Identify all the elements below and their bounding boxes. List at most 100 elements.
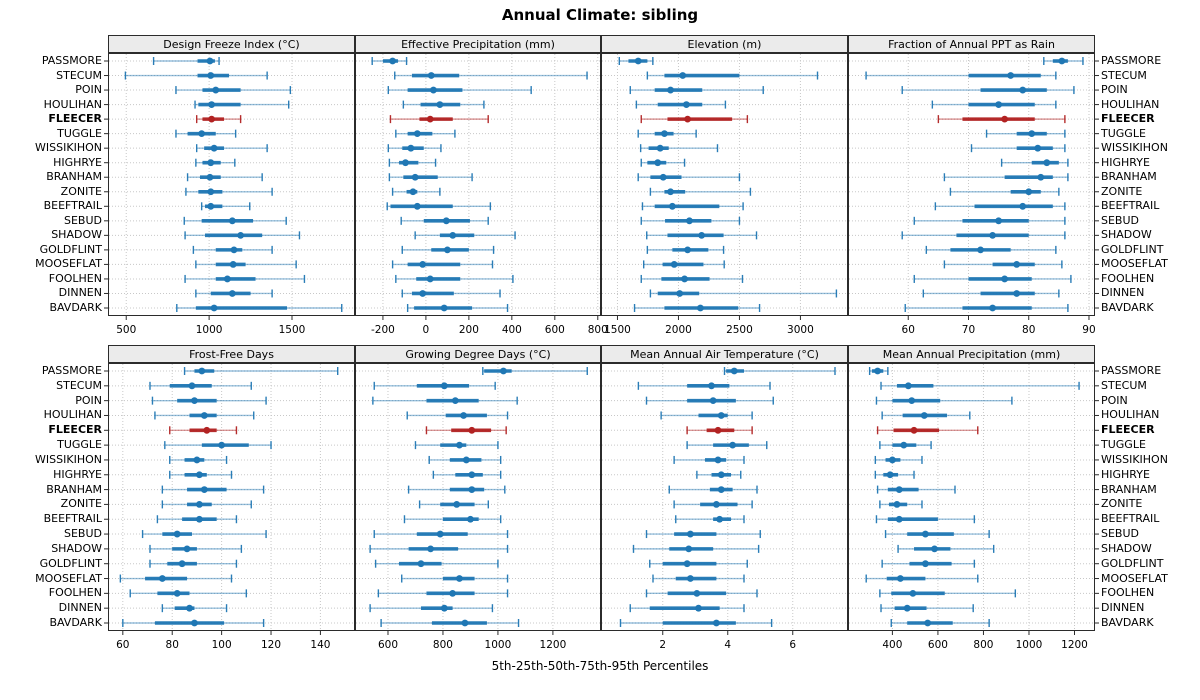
station-label-right-houlihan: HOULIHAN bbox=[1101, 408, 1160, 422]
percentile-row-dinnen bbox=[401, 289, 501, 298]
median-dot bbox=[440, 382, 448, 390]
percentiles-caption: 5th-25th-50th-75th-95th Percentiles bbox=[491, 659, 709, 673]
percentile-row-passmore bbox=[152, 57, 220, 65]
percentile-row-beeftrail bbox=[403, 515, 502, 524]
median-dot bbox=[461, 619, 469, 627]
percentile-row-wissikihon bbox=[874, 455, 923, 464]
axis-tick-label: 120 bbox=[261, 639, 281, 651]
percentile-row-goldflint bbox=[374, 559, 499, 568]
percentile-row-bavdark bbox=[633, 304, 761, 312]
median-dot bbox=[500, 367, 507, 375]
percentile-row-zonite bbox=[418, 500, 490, 509]
percentile-row-goldflint bbox=[646, 245, 725, 254]
median-dot bbox=[407, 144, 415, 152]
percentile-row-tuggle bbox=[637, 129, 697, 138]
percentile-row-highrye bbox=[195, 158, 236, 167]
percentile-row-fleecer bbox=[389, 115, 489, 124]
percentile-row-mooseflat bbox=[943, 260, 1063, 269]
axis-tick-label: 800 bbox=[433, 639, 453, 651]
panel-growing-degree-days-c: Growing Degree Days (°C) 600 800 1000 1200 bbox=[355, 345, 601, 651]
station-label-right-mooseflat: MOOSEFLAT bbox=[1101, 571, 1168, 585]
percentile-row-tuggle bbox=[175, 129, 237, 138]
percentile-row-beeftrail bbox=[200, 202, 251, 211]
percentile-row-foolhen bbox=[129, 589, 248, 598]
station-label-left-bavdark: BAVDARK bbox=[49, 616, 102, 629]
panel-body bbox=[848, 53, 1095, 316]
axis-tick-label: 1000 bbox=[485, 639, 512, 651]
station-label-right-shadow: SHADOW bbox=[1101, 541, 1152, 555]
median-dot bbox=[683, 560, 691, 568]
median-dot bbox=[468, 486, 476, 493]
percentile-row-bavdark bbox=[176, 304, 343, 312]
panel-mean-annual-precipitation-mm: Mean Annual Precipitation (mm) 400 600 800 1… bbox=[848, 345, 1099, 651]
station-label-left-poin: POIN bbox=[75, 83, 102, 97]
station-label-left-goldflint: GOLDFLINT bbox=[39, 556, 102, 570]
percentile-row-bavdark bbox=[619, 619, 773, 627]
percentile-row-bavdark bbox=[122, 619, 265, 627]
median-dot bbox=[676, 290, 684, 297]
percentile-row-dinnen bbox=[629, 604, 745, 613]
station-label-right-goldflint: GOLDFLINT bbox=[1101, 556, 1164, 570]
median-dot bbox=[440, 604, 448, 612]
median-dot bbox=[200, 412, 208, 419]
median-dot bbox=[389, 57, 396, 65]
percentile-row-highrye bbox=[169, 470, 233, 479]
station-label-right-branham: BRANHAM bbox=[1101, 482, 1157, 496]
station-label-right-fleecer: FLEECER bbox=[1101, 423, 1155, 437]
percentile-row-goldflint bbox=[881, 559, 976, 568]
station-label-left-poin: POIN bbox=[75, 393, 102, 407]
median-dot bbox=[449, 231, 457, 239]
median-dot bbox=[200, 486, 208, 493]
median-dot bbox=[977, 246, 984, 254]
station-label-right-dinnen: DINNEN bbox=[1101, 601, 1145, 615]
panel-title: Effective Precipitation (mm) bbox=[401, 38, 555, 51]
percentile-row-foolhen bbox=[395, 274, 514, 283]
station-label-right-stecum: STECUM bbox=[1101, 68, 1147, 82]
percentile-row-sebud bbox=[884, 530, 990, 539]
median-dot bbox=[208, 115, 216, 123]
median-dot bbox=[667, 188, 674, 196]
percentile-row-passmore bbox=[371, 57, 408, 65]
median-dot bbox=[223, 275, 231, 283]
percentile-row-stecum bbox=[637, 381, 771, 390]
panel-body bbox=[108, 53, 355, 316]
percentile-row-branham bbox=[186, 173, 263, 182]
median-dot bbox=[442, 217, 450, 225]
station-label-left-stecum: STECUM bbox=[56, 378, 102, 392]
percentile-row-houlihan bbox=[194, 100, 290, 109]
median-dot bbox=[228, 217, 236, 225]
percentile-row-passmore bbox=[183, 367, 339, 375]
percentile-row-fleecer bbox=[425, 426, 507, 435]
percentile-row-highrye bbox=[640, 158, 686, 167]
percentile-row-shadow bbox=[901, 231, 1066, 240]
median-dot bbox=[656, 144, 664, 152]
median-dot bbox=[654, 159, 662, 167]
percentile-row-wissikihon bbox=[673, 455, 745, 464]
median-dot bbox=[1001, 115, 1009, 123]
percentile-row-sebud bbox=[183, 216, 287, 225]
station-label-left-stecum: STECUM bbox=[56, 68, 102, 82]
median-dot bbox=[183, 545, 191, 553]
median-dot bbox=[709, 397, 717, 405]
percentile-row-stecum bbox=[124, 71, 268, 80]
percentile-row-zonite bbox=[161, 500, 252, 509]
axis-tick-label: 80 bbox=[1022, 324, 1035, 336]
median-dot bbox=[634, 57, 642, 65]
median-dot bbox=[661, 130, 668, 138]
station-label-right-highrye: HIGHRYE bbox=[1101, 467, 1150, 481]
median-dot bbox=[426, 275, 434, 283]
axis-tick-label: 200 bbox=[459, 324, 479, 336]
percentile-row-stecum bbox=[394, 71, 588, 80]
median-dot bbox=[659, 173, 667, 181]
median-dot bbox=[698, 231, 706, 239]
median-dot bbox=[667, 86, 674, 94]
axis-tick-label: 0 bbox=[423, 324, 430, 336]
percentile-row-passmore bbox=[618, 57, 654, 65]
median-dot bbox=[922, 560, 929, 568]
median-dot bbox=[419, 290, 427, 297]
median-dot bbox=[686, 575, 694, 582]
median-dot bbox=[895, 515, 903, 523]
median-dot bbox=[229, 261, 237, 268]
station-label-right-houlihan: HOULIHAN bbox=[1101, 97, 1160, 111]
